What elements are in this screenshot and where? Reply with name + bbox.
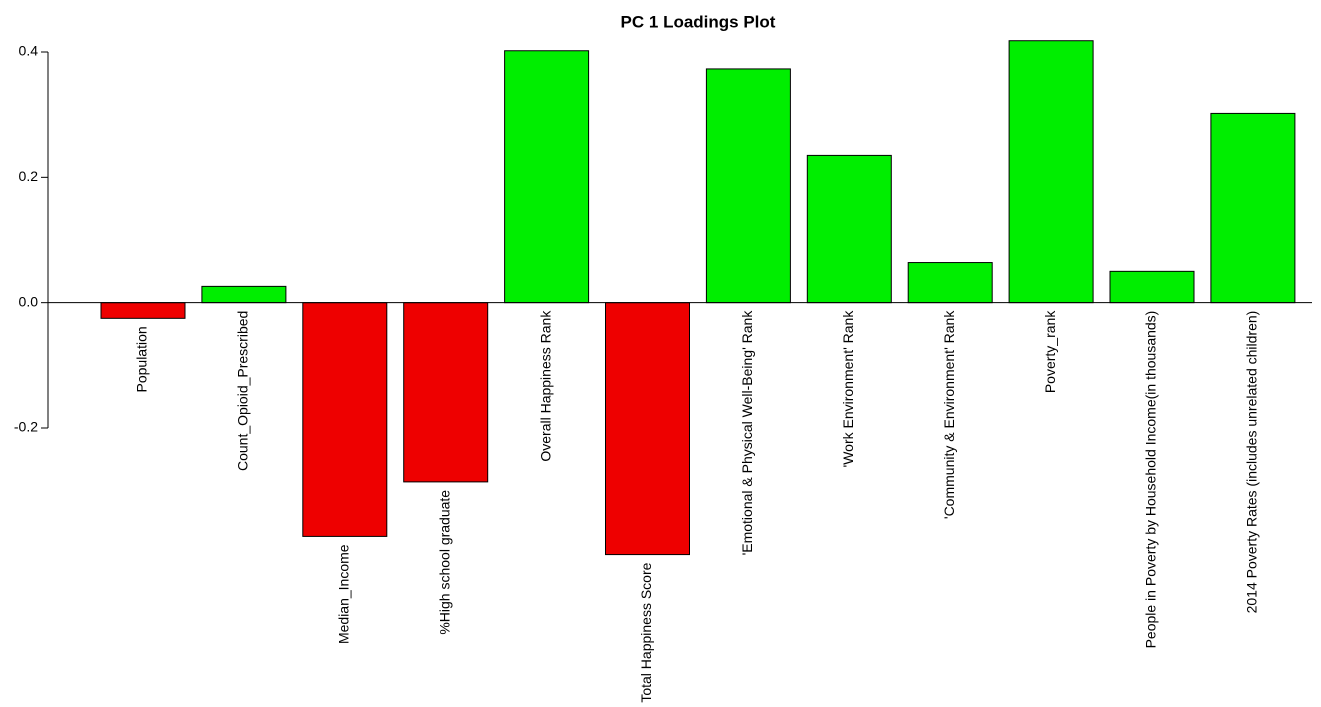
y-tick-label: 0.0 — [19, 293, 39, 309]
x-tick-label: %High school graduate — [436, 490, 452, 635]
bar — [1008, 40, 1094, 304]
bar — [1109, 270, 1195, 304]
bar — [504, 50, 590, 304]
bar — [302, 302, 388, 537]
x-tick-label: 2014 Poverty Rates (includes unrelated c… — [1244, 311, 1260, 614]
bar — [1210, 112, 1296, 304]
bar — [201, 285, 287, 304]
y-tick-label: 0.2 — [19, 168, 39, 184]
bar — [605, 302, 690, 556]
x-tick-label: Count_Opioid_Prescribed — [235, 311, 251, 471]
bar — [100, 302, 186, 319]
x-tick-label: Median_Income — [336, 544, 352, 644]
x-tick-label: 'Emotional & Physical Well-Being' Rank — [739, 310, 755, 556]
bar — [705, 68, 791, 304]
x-tick-label: 'Community & Environment' Rank — [941, 310, 957, 519]
y-tick-label: 0.4 — [19, 43, 39, 59]
x-tick-label: 'Work Environment' Rank — [840, 310, 856, 468]
x-tick-label: Total Happiness Score — [638, 562, 654, 702]
y-tick-label: -0.2 — [14, 419, 38, 435]
x-tick-label: Poverty_rank — [1042, 310, 1058, 393]
bar — [403, 302, 489, 483]
bar — [806, 154, 892, 304]
x-tick-label: Population — [134, 326, 150, 392]
chart-title: PC 1 Loadings Plot — [621, 12, 776, 31]
x-tick-label: Overall Happiness Rank — [537, 310, 553, 462]
bar — [907, 262, 993, 304]
x-tick-label: People in Poverty by Household Income(in… — [1143, 311, 1159, 649]
